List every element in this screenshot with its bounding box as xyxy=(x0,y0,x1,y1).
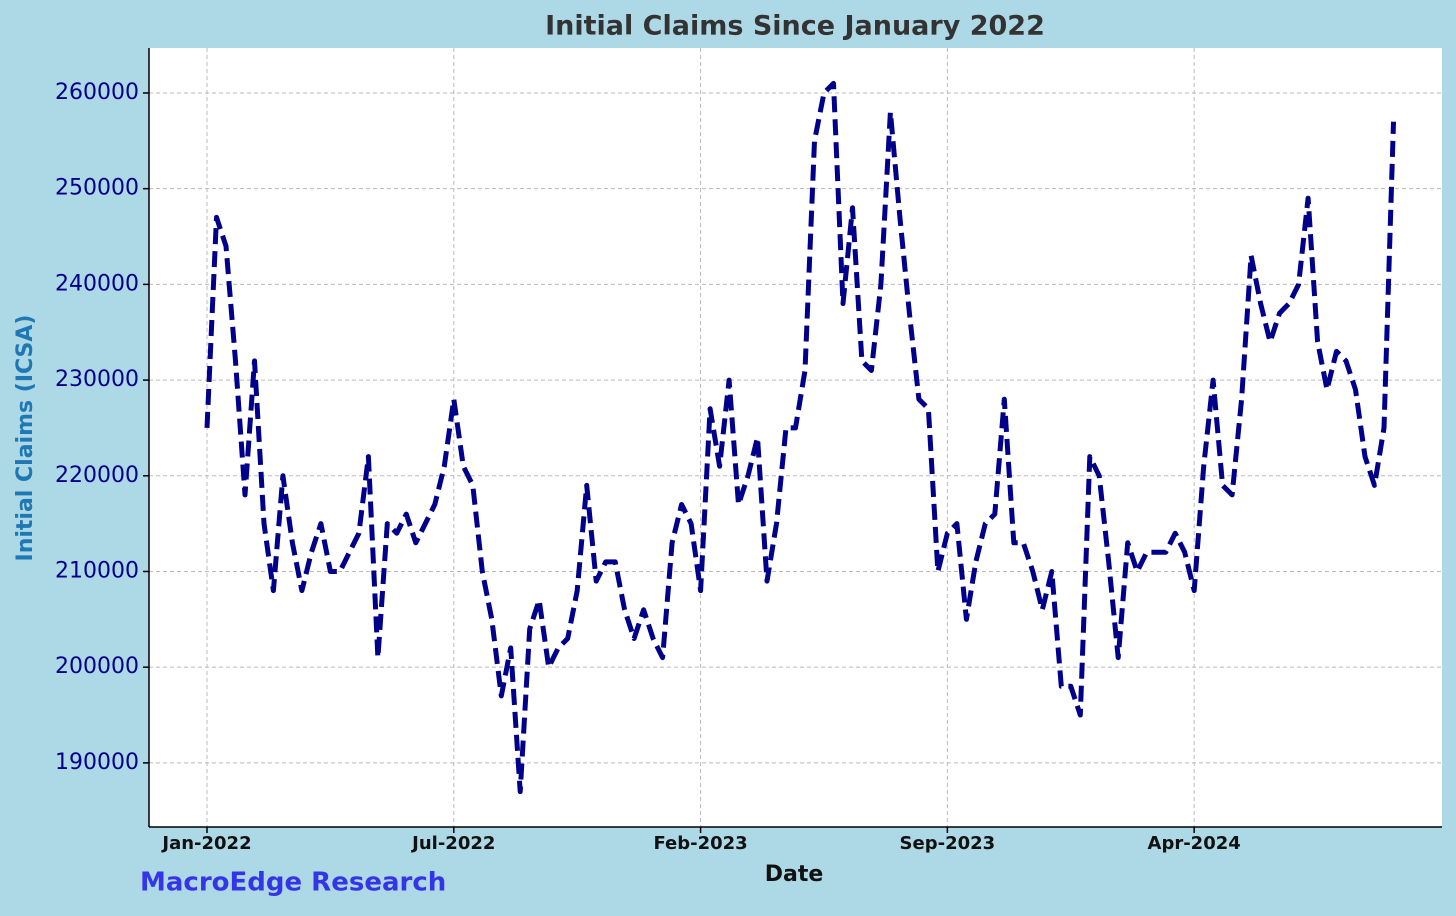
x-tick-label: Jan-2022 xyxy=(160,833,251,854)
x-tick-label: Jul-2022 xyxy=(410,833,495,854)
y-axis-label: Initial Claims (ICSA) xyxy=(13,315,38,562)
x-tick-label: Apr-2024 xyxy=(1148,833,1241,854)
y-tick-label: 200000 xyxy=(55,654,139,679)
data-line xyxy=(204,80,1396,795)
x-axis-label: Date xyxy=(765,862,824,887)
chart-title: Initial Claims Since January 2022 xyxy=(545,11,1045,42)
y-tick-label: 210000 xyxy=(55,558,139,583)
plot-area xyxy=(149,48,1442,827)
y-tick-label: 220000 xyxy=(55,463,139,488)
y-tick-label: 250000 xyxy=(55,176,139,201)
y-tick-label: 240000 xyxy=(55,271,139,296)
y-tick-label: 190000 xyxy=(55,750,139,775)
x-tick-label: Feb-2023 xyxy=(653,833,747,854)
y-tick-label: 260000 xyxy=(55,80,139,105)
watermark: MacroEdge Research xyxy=(140,868,446,898)
y-tick-label: 230000 xyxy=(55,367,139,392)
x-tick-label: Sep-2023 xyxy=(900,833,996,854)
